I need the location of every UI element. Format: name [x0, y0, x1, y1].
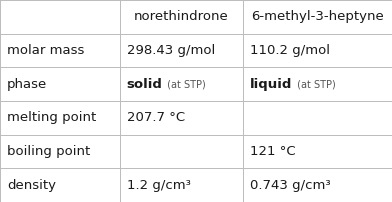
- Text: norethindrone: norethindrone: [134, 10, 229, 23]
- Text: (at STP): (at STP): [165, 79, 206, 89]
- Text: (at STP): (at STP): [294, 79, 336, 89]
- Text: 0.743 g/cm³: 0.743 g/cm³: [250, 179, 331, 192]
- Text: boiling point: boiling point: [7, 145, 90, 158]
- Text: 1.2 g/cm³: 1.2 g/cm³: [127, 179, 191, 192]
- Text: 121 °C: 121 °C: [250, 145, 296, 158]
- Text: 110.2 g/mol: 110.2 g/mol: [250, 44, 330, 57]
- Text: liquid: liquid: [250, 78, 292, 91]
- Text: solid: solid: [127, 78, 163, 91]
- Text: density: density: [7, 179, 56, 192]
- Text: melting point: melting point: [7, 111, 96, 124]
- Text: phase: phase: [7, 78, 47, 91]
- Text: 207.7 °C: 207.7 °C: [127, 111, 185, 124]
- Text: 298.43 g/mol: 298.43 g/mol: [127, 44, 215, 57]
- Text: 6-methyl-3-heptyne: 6-methyl-3-heptyne: [251, 10, 384, 23]
- Text: molar mass: molar mass: [7, 44, 84, 57]
